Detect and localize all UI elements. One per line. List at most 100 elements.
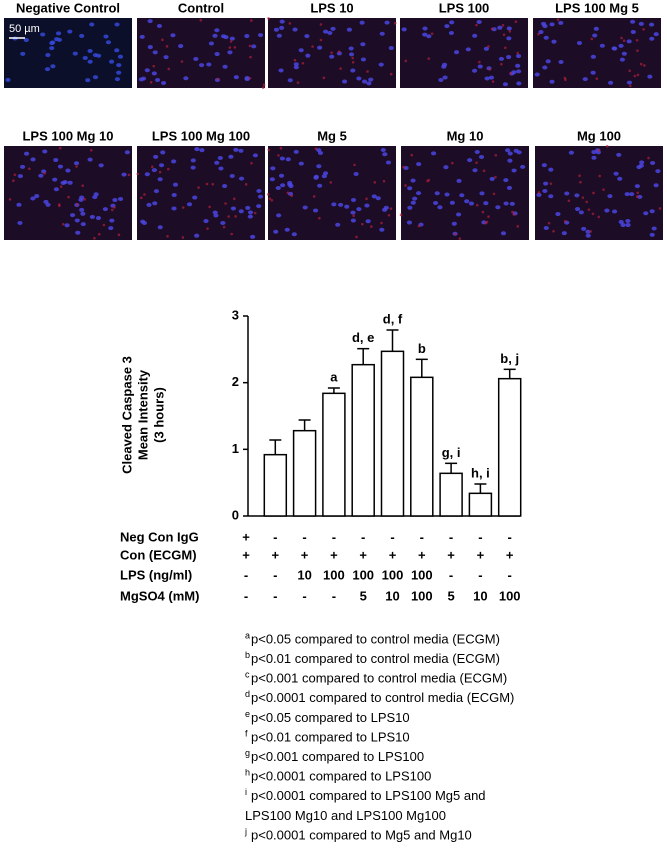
stain — [67, 195, 70, 199]
stain — [161, 38, 164, 42]
stain — [647, 156, 650, 160]
stain — [547, 221, 551, 225]
stain — [165, 45, 169, 48]
nucleus — [72, 51, 78, 56]
stain — [598, 174, 601, 178]
nucleus — [353, 171, 359, 176]
nucleus — [186, 202, 193, 207]
nucleus — [23, 38, 29, 43]
stain — [635, 38, 639, 42]
stain — [516, 225, 520, 228]
nucleus — [621, 51, 627, 56]
footnote-text: p<0.0001 compared to LPS100 Mg5 and — [251, 788, 486, 803]
stain — [59, 185, 63, 188]
nucleus — [449, 20, 455, 25]
stain — [267, 148, 271, 152]
stain — [404, 184, 407, 187]
condition-cell: - — [420, 529, 424, 544]
stain — [516, 51, 519, 55]
stain — [492, 192, 496, 196]
stain — [509, 72, 513, 75]
stain — [329, 181, 333, 184]
stain — [451, 161, 454, 165]
footnote-mark: a — [245, 630, 250, 640]
nucleus — [422, 32, 428, 37]
nucleus — [79, 33, 85, 38]
nucleus — [590, 70, 596, 75]
stain — [248, 44, 252, 48]
nucleus — [218, 166, 224, 171]
nucleus — [478, 155, 485, 160]
nucleus — [89, 22, 95, 27]
nucleus — [384, 20, 390, 25]
condition-cell: 5 — [360, 588, 367, 603]
stain — [475, 203, 479, 207]
nucleus — [293, 62, 299, 67]
nucleus — [244, 77, 250, 82]
stain — [410, 153, 414, 157]
condition-cell: 100 — [323, 567, 345, 582]
nucleus — [178, 44, 184, 49]
nucleus — [293, 65, 299, 70]
condition-cell: - — [478, 567, 482, 582]
nucleus — [109, 218, 115, 223]
nucleus — [298, 48, 304, 53]
nucleus — [45, 53, 51, 58]
footnote-text: p<0.05 compared to control media (ECGM) — [251, 631, 500, 646]
stain — [382, 179, 386, 183]
stain — [636, 191, 640, 195]
nucleus — [578, 210, 584, 215]
nucleus — [317, 183, 323, 188]
nucleus — [548, 167, 554, 172]
nucleus — [206, 62, 212, 67]
panel-label: Mg 100 — [577, 128, 621, 143]
nucleus — [82, 55, 88, 60]
nucleus — [16, 202, 22, 207]
nucleus — [568, 150, 575, 155]
nucleus — [170, 33, 176, 38]
stain — [143, 193, 146, 196]
nucleus — [618, 219, 624, 224]
nucleus — [585, 229, 591, 234]
stain — [365, 197, 368, 201]
nucleus — [124, 150, 130, 155]
stain — [628, 69, 631, 73]
nucleus — [220, 34, 227, 39]
nucleus — [630, 29, 636, 34]
nucleus — [17, 174, 23, 179]
nucleus — [649, 36, 655, 41]
nucleus — [378, 62, 384, 67]
stain — [458, 237, 462, 240]
error-bar — [357, 347, 370, 365]
nucleus — [5, 77, 11, 82]
nucleus — [350, 218, 357, 223]
stain — [590, 37, 594, 41]
bar — [410, 376, 434, 517]
nucleus — [269, 177, 275, 182]
nucleus — [542, 24, 548, 29]
nucleus — [647, 74, 653, 79]
stain — [136, 172, 140, 176]
nucleus — [430, 151, 437, 156]
footnote-mark: j — [244, 826, 247, 836]
nucleus — [506, 26, 512, 31]
nucleus — [291, 232, 297, 237]
stain — [205, 182, 209, 186]
nucleus — [214, 52, 220, 57]
nucleus — [217, 155, 223, 160]
nucleus — [385, 160, 392, 165]
stain — [511, 210, 514, 214]
nucleus — [472, 168, 478, 173]
stain — [563, 220, 567, 223]
nucleus — [49, 41, 55, 46]
nucleus — [117, 197, 124, 202]
stain — [549, 182, 553, 185]
stain — [494, 175, 497, 179]
stain — [216, 77, 220, 81]
nucleus — [366, 81, 372, 86]
nucleus — [356, 76, 362, 81]
condition-cell: 5 — [447, 588, 454, 603]
stain — [591, 212, 595, 216]
stain — [373, 181, 377, 184]
nucleus — [305, 53, 311, 58]
